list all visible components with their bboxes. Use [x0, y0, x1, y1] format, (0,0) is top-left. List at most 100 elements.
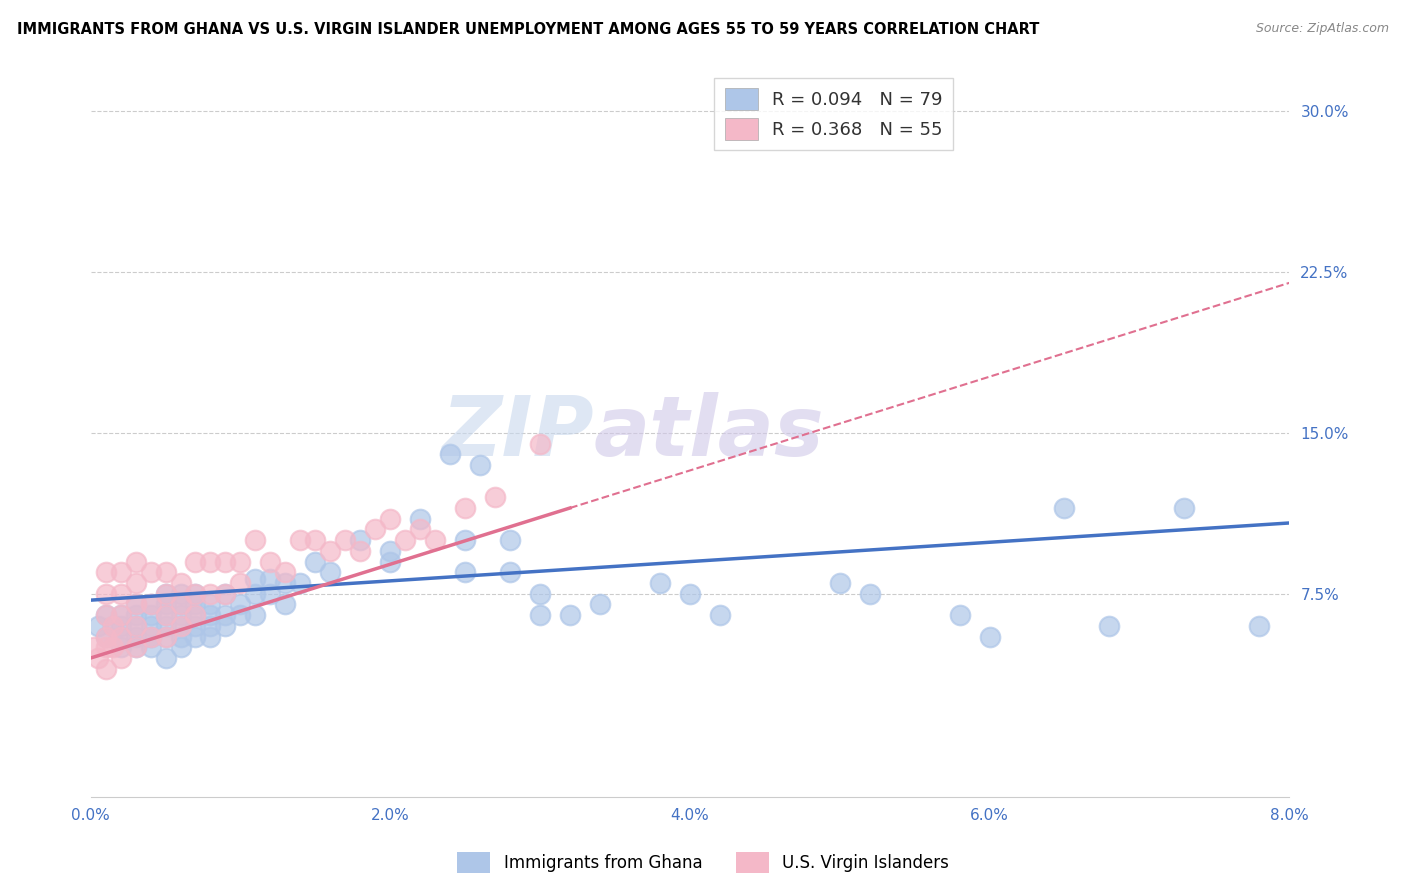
- Point: [319, 544, 342, 558]
- Text: ZIP: ZIP: [441, 392, 593, 474]
- Point: [454, 566, 477, 580]
- Point: [439, 447, 461, 461]
- Point: [409, 511, 432, 525]
- Point: [349, 544, 371, 558]
- Legend: R = 0.094   N = 79, R = 0.368   N = 55: R = 0.094 N = 79, R = 0.368 N = 55: [714, 78, 953, 151]
- Point: [110, 608, 132, 623]
- Point: [709, 608, 731, 623]
- Point: [155, 630, 177, 644]
- Point: [529, 587, 551, 601]
- Text: Source: ZipAtlas.com: Source: ZipAtlas.com: [1256, 22, 1389, 36]
- Point: [139, 598, 162, 612]
- Point: [155, 598, 177, 612]
- Text: atlas: atlas: [593, 392, 825, 474]
- Point: [155, 587, 177, 601]
- Point: [214, 619, 236, 633]
- Point: [169, 587, 191, 601]
- Point: [155, 619, 177, 633]
- Point: [470, 458, 492, 472]
- Point: [83, 640, 105, 655]
- Point: [229, 576, 252, 591]
- Point: [124, 555, 146, 569]
- Point: [139, 566, 162, 580]
- Point: [94, 566, 117, 580]
- Point: [380, 511, 402, 525]
- Point: [290, 533, 312, 548]
- Point: [169, 576, 191, 591]
- Point: [335, 533, 357, 548]
- Point: [259, 572, 281, 586]
- Point: [94, 608, 117, 623]
- Point: [200, 608, 222, 623]
- Point: [169, 598, 191, 612]
- Point: [679, 587, 702, 601]
- Point: [124, 640, 146, 655]
- Point: [169, 630, 191, 644]
- Point: [828, 576, 851, 591]
- Point: [184, 598, 207, 612]
- Point: [169, 640, 191, 655]
- Point: [101, 640, 124, 655]
- Point: [454, 533, 477, 548]
- Point: [184, 555, 207, 569]
- Point: [169, 608, 191, 623]
- Point: [101, 619, 124, 633]
- Point: [1249, 619, 1271, 633]
- Point: [124, 598, 146, 612]
- Point: [229, 598, 252, 612]
- Point: [155, 587, 177, 601]
- Point: [1173, 500, 1195, 515]
- Point: [139, 630, 162, 644]
- Point: [124, 630, 146, 644]
- Point: [87, 651, 110, 665]
- Point: [124, 598, 146, 612]
- Point: [184, 587, 207, 601]
- Point: [110, 587, 132, 601]
- Point: [200, 555, 222, 569]
- Point: [94, 608, 117, 623]
- Point: [529, 608, 551, 623]
- Point: [1053, 500, 1076, 515]
- Point: [94, 630, 117, 644]
- Point: [229, 555, 252, 569]
- Point: [169, 619, 191, 633]
- Point: [859, 587, 882, 601]
- Point: [394, 533, 416, 548]
- Point: [184, 619, 207, 633]
- Point: [110, 630, 132, 644]
- Point: [319, 566, 342, 580]
- Point: [155, 651, 177, 665]
- Point: [169, 598, 191, 612]
- Point: [110, 630, 132, 644]
- Point: [949, 608, 972, 623]
- Point: [110, 566, 132, 580]
- Point: [304, 533, 326, 548]
- Point: [155, 630, 177, 644]
- Point: [529, 436, 551, 450]
- Point: [184, 608, 207, 623]
- Point: [499, 566, 522, 580]
- Point: [110, 619, 132, 633]
- Point: [94, 630, 117, 644]
- Point: [124, 619, 146, 633]
- Point: [558, 608, 581, 623]
- Legend: Immigrants from Ghana, U.S. Virgin Islanders: Immigrants from Ghana, U.S. Virgin Islan…: [450, 846, 956, 880]
- Point: [214, 555, 236, 569]
- Point: [274, 566, 297, 580]
- Point: [648, 576, 671, 591]
- Point: [214, 587, 236, 601]
- Point: [110, 651, 132, 665]
- Point: [259, 587, 281, 601]
- Point: [979, 630, 1001, 644]
- Point: [124, 608, 146, 623]
- Point: [214, 608, 236, 623]
- Point: [499, 533, 522, 548]
- Point: [155, 608, 177, 623]
- Point: [589, 598, 612, 612]
- Text: IMMIGRANTS FROM GHANA VS U.S. VIRGIN ISLANDER UNEMPLOYMENT AMONG AGES 55 TO 59 Y: IMMIGRANTS FROM GHANA VS U.S. VIRGIN ISL…: [17, 22, 1039, 37]
- Point: [349, 533, 371, 548]
- Point: [155, 566, 177, 580]
- Point: [200, 619, 222, 633]
- Point: [94, 587, 117, 601]
- Point: [245, 608, 267, 623]
